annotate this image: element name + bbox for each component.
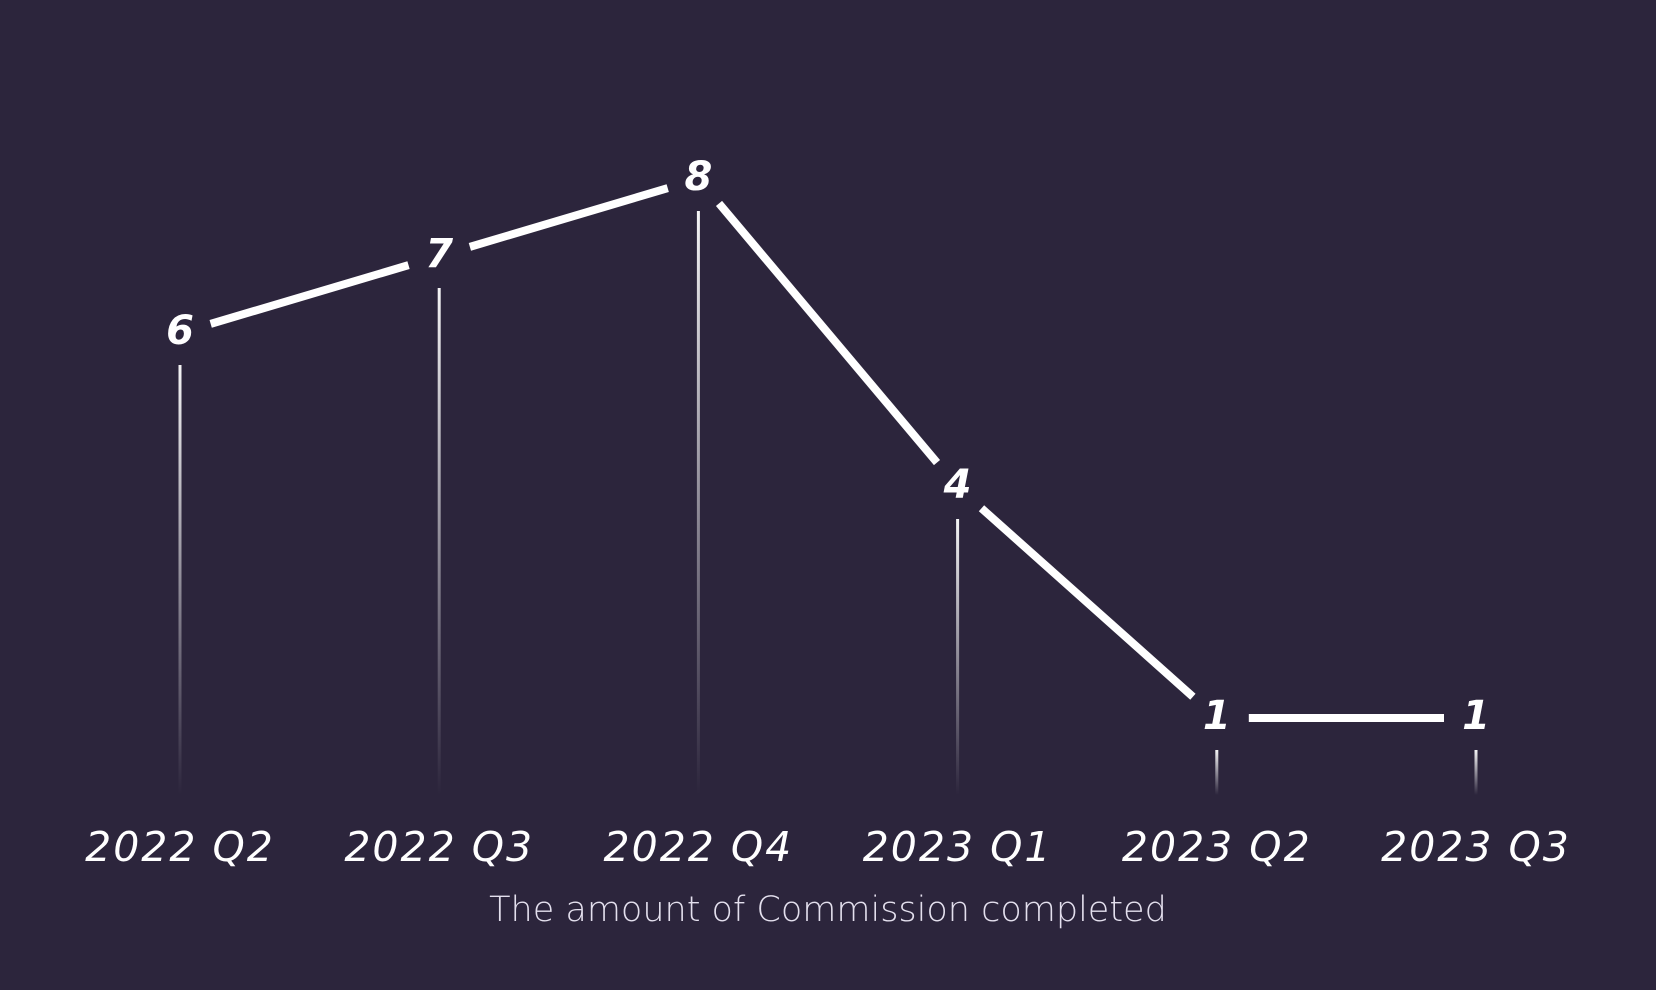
data-labels: 6 7 8 4 1 1 (166, 154, 1490, 739)
drop-line-2022-q2 (178, 365, 182, 795)
data-label-2023-q2: 1 (1203, 693, 1231, 739)
x-tick-label-2023-q1: 2023 Q1 (863, 823, 1053, 871)
drop-line-2022-q3 (437, 288, 441, 795)
x-tick-label-2023-q2: 2023 Q2 (1122, 823, 1312, 871)
data-label-2022-q3: 7 (425, 231, 453, 277)
data-label-2022-q2: 6 (166, 308, 194, 354)
line-segment-2 (468, 184, 669, 251)
data-label-2022-q4: 8 (684, 154, 712, 200)
x-tick-label-2022-q2: 2022 Q2 (85, 823, 275, 871)
x-tick-labels: 2022 Q2 2022 Q3 2022 Q4 2023 Q1 2023 Q2 2023 … (85, 823, 1571, 871)
line-segment-4 (978, 505, 1196, 700)
data-label-2023-q1: 4 (943, 462, 972, 508)
x-tick-label-2023-q3: 2023 Q3 (1381, 823, 1571, 871)
drop-line-2023-q2 (1215, 750, 1219, 795)
line-segment-1 (209, 261, 410, 328)
x-axis-label: The amount of Commission completed (489, 890, 1167, 930)
drop-line-2023-q1 (956, 519, 960, 795)
drop-line-2022-q4 (696, 211, 700, 795)
drop-line-2023-q3 (1474, 750, 1478, 795)
series-line (209, 184, 1444, 722)
x-tick-label-2022-q3: 2022 Q3 (344, 823, 534, 871)
drop-lines (178, 211, 1478, 795)
data-label-2023-q3: 1 (1462, 693, 1490, 739)
x-tick-label-2022-q4: 2022 Q4 (604, 823, 794, 871)
line-segment-3 (715, 200, 941, 466)
